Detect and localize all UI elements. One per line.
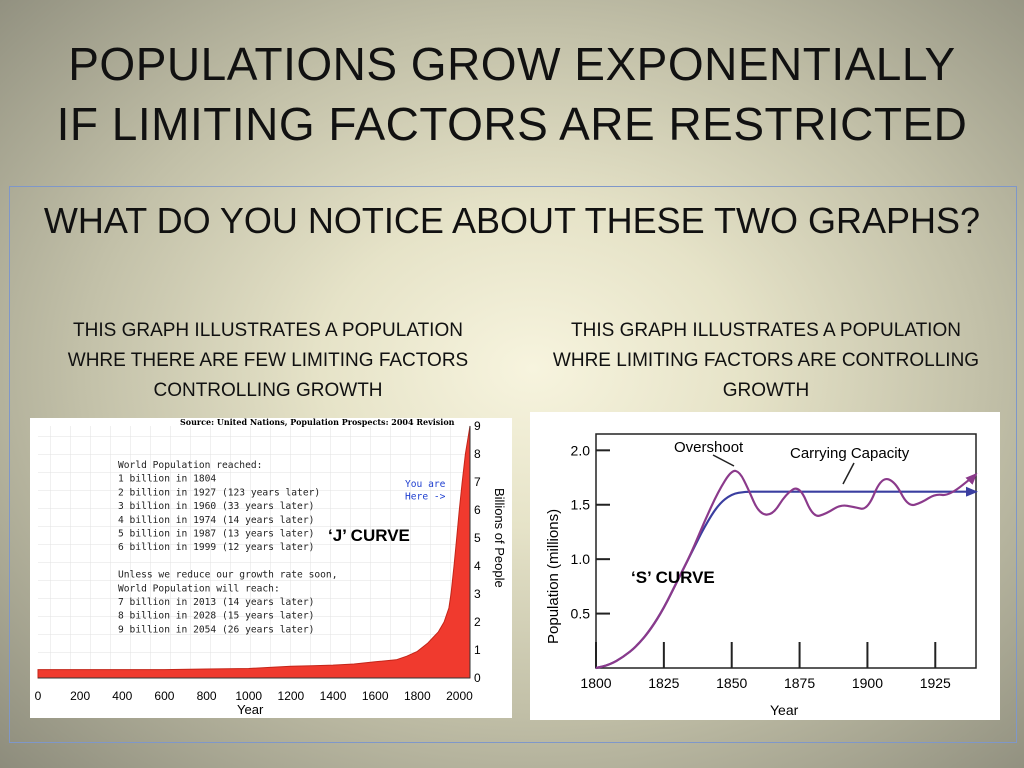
j-note-line: 6 billion in 1999 (12 years later) [118,542,314,553]
j-note-line: World Population will reach: [118,583,280,594]
j-x-tick-label: 800 [197,689,217,703]
caption-left-line-3: CONTROLLING GROWTH [153,380,383,401]
caption-right: THIS GRAPH ILLUSTRATES A POPULATION WHRE… [526,316,1006,406]
j-y-axis-label: Billions of People [492,488,507,588]
j-x-tick-label: 0 [35,689,42,703]
s-curve-label: ‘S’ CURVE [631,568,715,587]
s-y-tick-label: 0.5 [571,606,591,622]
j-y-tick-label: 7 [474,475,481,489]
s-carrying-capacity-annotation: Carrying Capacity [790,445,910,462]
j-y-tick-label: 8 [474,447,481,461]
title-line-2: IF LIMITING FACTORS ARE RESTRICTED [56,98,968,150]
j-source-note: Source: United Nations, Population Prosp… [180,418,455,427]
slide-subtitle: WHAT DO YOU NOTICE ABOUT THESE TWO GRAPH… [43,200,981,241]
s-overshoot-series-line [595,469,978,670]
j-x-tick-label: 1400 [320,689,347,703]
s-curve-svg: 1800 1825 1850 1875 1900 1925 0.5 1.0 1.5 2.0 Ove… [545,433,978,718]
s-x-tick-label: 1800 [580,675,611,691]
j-note-line: 4 billion in 1974 (14 years later) [118,515,314,526]
j-y-tick-label: 4 [474,559,481,573]
caption-left-line-2: WHRE THERE ARE FEW LIMITING FACTORS [67,350,469,371]
j-population-area [37,425,471,679]
j-curve-chart: 0 200 400 600 800 1000 1200 1400 1600 1800 2000 0 1 2… [30,418,512,718]
j-note-line: 3 billion in 1960 (33 years later) [118,501,314,512]
j-x-tick-label: 1800 [404,689,431,703]
j-note-line: 1 billion in 1804 [118,474,216,485]
caption-right-line-3: GROWTH [722,380,810,401]
j-note-line: 2 billion in 1927 (123 years later) [118,487,320,498]
j-y-tick-label: 9 [474,419,481,433]
caption-right-line-1: THIS GRAPH ILLUSTRATES A POPULATION [571,320,961,341]
j-plot-grid [38,426,470,678]
s-y-tick-label: 1.0 [571,551,591,567]
j-y-tick-label: 2 [474,615,481,629]
j-x-tick-label: 1600 [362,689,389,703]
title-line-1: POPULATIONS GROW EXPONENTIALLY [68,38,956,90]
j-note-line: 9 billion in 2054 (26 years later) [118,624,314,635]
j-x-tick-label: 400 [112,689,132,703]
j-y-tick-label: 0 [474,671,481,685]
s-y-tick-label: 1.5 [571,497,591,513]
caption-right-line-2: WHRE LIMITING FACTORS ARE CONTROLLING [552,350,980,371]
s-x-tick-label: 1925 [920,675,951,691]
s-x-tick-label: 1825 [648,675,679,691]
s-x-tick-label: 1875 [784,675,815,691]
s-y-tick-label: 2.0 [571,442,591,458]
s-x-tick-label: 1900 [852,675,883,691]
s-curve-chart: 1800 1825 1850 1875 1900 1925 0.5 1.0 1.5 2.0 Ove… [530,412,1000,720]
j-note-line: Unless we reduce our growth rate soon, [118,570,338,581]
caption-left-line-1: THIS GRAPH ILLUSTRATES A POPULATION [73,320,463,341]
s-x-axis-label: Year [770,702,799,718]
j-note-line: 7 billion in 2013 (14 years later) [118,597,314,608]
s-overshoot-annotation: Overshoot [674,439,744,456]
j-note-line: World Population reached: [118,460,262,471]
j-x-axis-label: Year [237,702,264,717]
j-x-tick-label: 1200 [278,689,305,703]
j-curve-label: ‘J’ CURVE [328,526,410,545]
j-y-tick-label: 3 [474,587,481,601]
s-plot-frame [595,433,977,669]
slide-title: POPULATIONS GROW EXPONENTIALLY IF LIMITI… [0,34,1024,154]
j-note-line: 8 billion in 2028 (15 years later) [118,611,314,622]
j-x-tick-label: 1000 [235,689,262,703]
j-x-tick-label: 2000 [446,689,473,703]
j-note-line: 5 billion in 1987 (13 years later) [118,529,314,540]
s-overshoot-pointer [712,454,735,467]
caption-left: THIS GRAPH ILLUSTRATES A POPULATION WHRE… [28,316,508,406]
j-y-tick-label: 6 [474,503,481,517]
j-you-are-here-marker: You are [405,479,446,490]
j-y-tick-label: 1 [474,643,481,657]
j-curve-svg: 0 200 400 600 800 1000 1200 1400 1600 1800 2000012… [35,418,507,717]
s-x-tick-label: 1850 [716,675,747,691]
s-y-axis-label: Population (millions) [545,509,562,644]
j-you-are-here-marker: Here -> [405,492,446,503]
content-frame [9,186,1017,743]
j-x-tick-label: 200 [70,689,90,703]
s-carrying-capacity-pointer [842,462,855,485]
j-x-tick-label: 600 [154,689,174,703]
j-y-tick-label: 5 [474,531,481,545]
